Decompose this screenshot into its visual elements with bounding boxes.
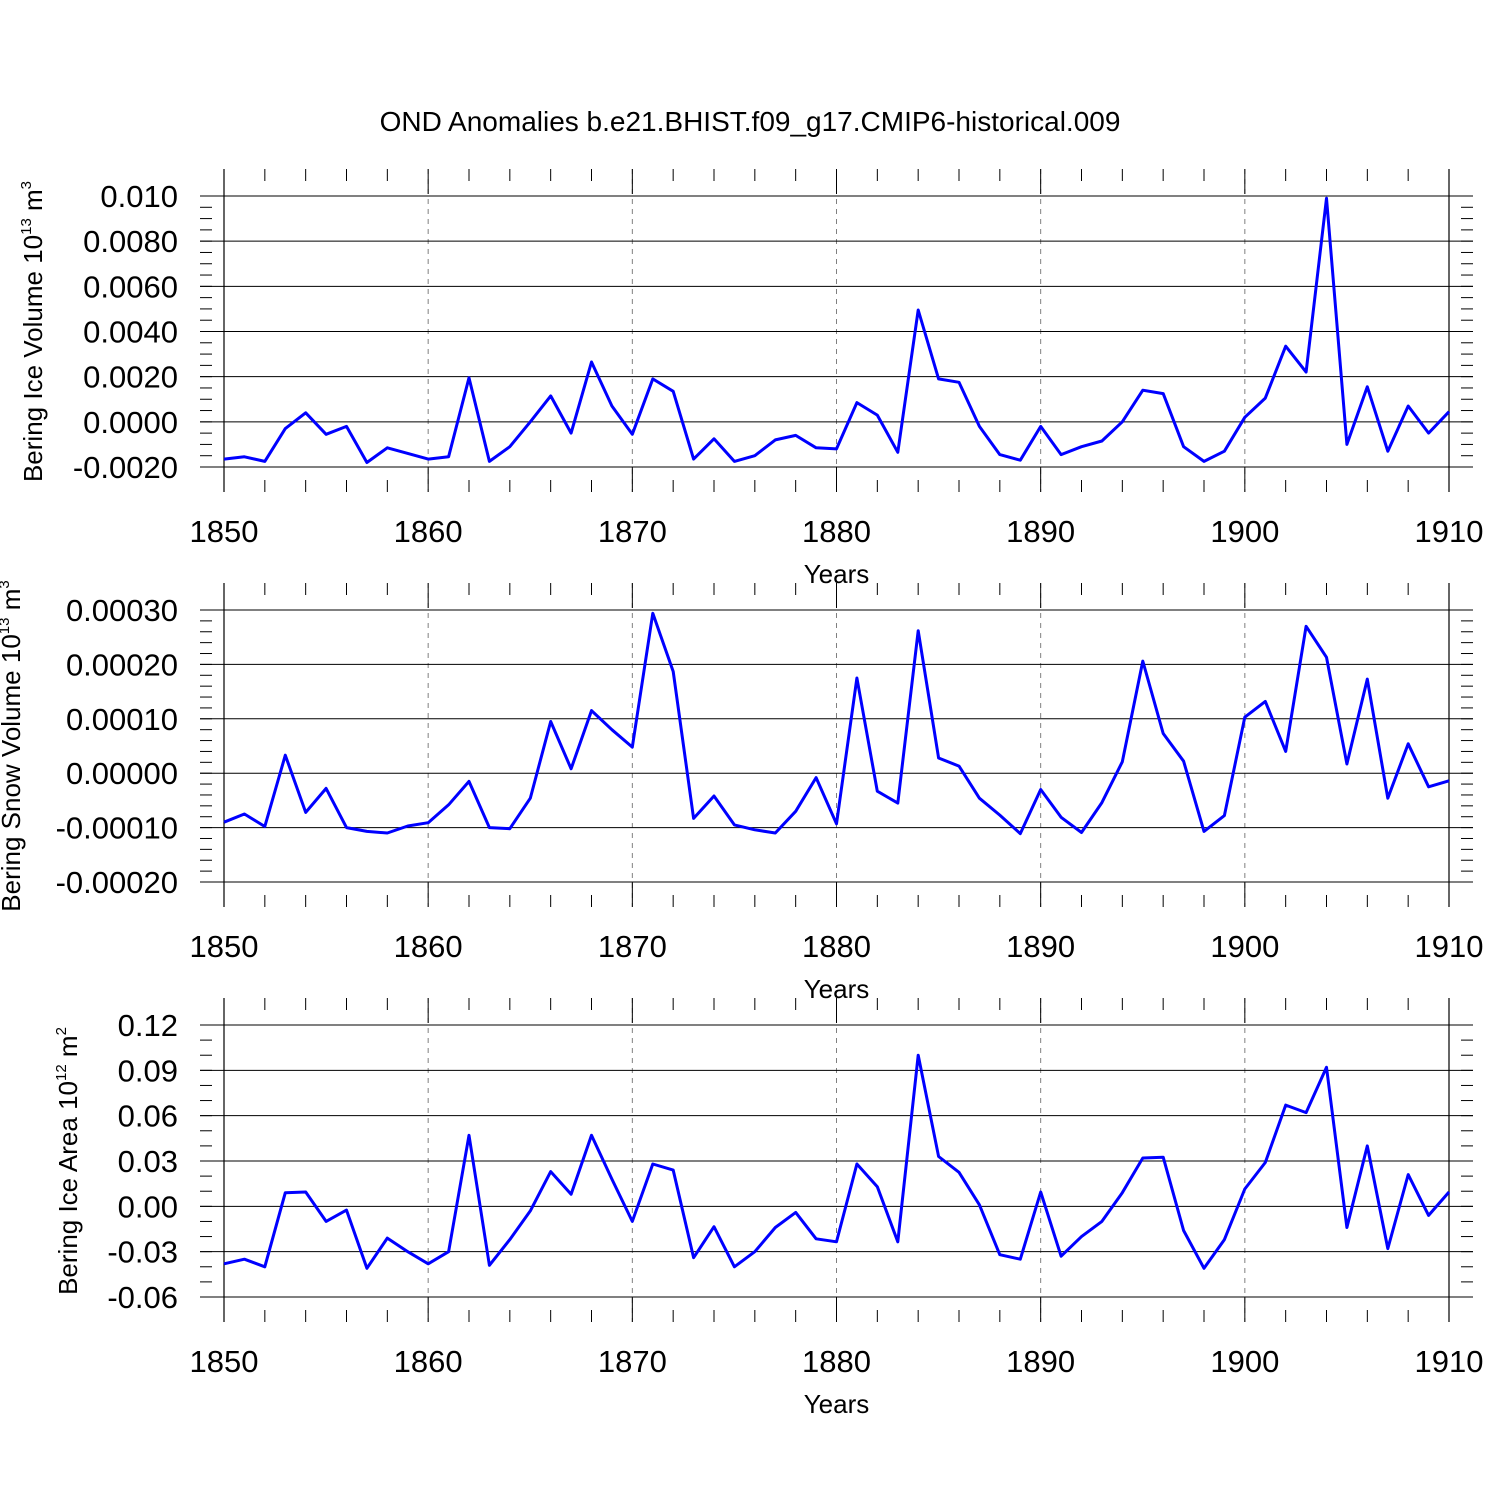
x-tick-label: 1860 [394, 1344, 463, 1379]
x-tick-label: 1910 [1415, 1344, 1484, 1379]
x-tick-label: 1910 [1415, 929, 1484, 964]
y-axis-label: Bering Ice Area 1012 m2 [53, 1027, 83, 1295]
chart-title: OND Anomalies b.e21.BHIST.f09_g17.CMIP6-… [380, 106, 1121, 137]
y-tick-label: -0.0020 [73, 450, 178, 485]
y-tick-label: 0.00020 [66, 647, 178, 682]
y-axis-label-unit-exponent: 2 [53, 1027, 70, 1035]
y-axis-label-exponent: 13 [18, 218, 35, 235]
y-axis-label-text: Bering Ice Area 10 [53, 1081, 83, 1295]
x-tick-label: 1910 [1415, 514, 1484, 549]
x-axis-label: Years [804, 1389, 870, 1419]
x-tick-label: 1890 [1006, 514, 1075, 549]
x-tick-label: 1890 [1006, 929, 1075, 964]
panel-ice-volume: -0.0020 0.0000 0.0020 0.0040 0.0060 0.0080 0.0… [18, 169, 1483, 589]
x-tick-label: 1900 [1210, 514, 1279, 549]
y-tick-label: 0.00000 [66, 756, 178, 791]
y-tick-label: 0.00 [118, 1189, 178, 1224]
y-tick-label: 0.0040 [83, 315, 178, 350]
x-tick-label: 1870 [598, 514, 667, 549]
y-tick-label: 0.010 [100, 179, 178, 214]
x-tick-label: 1850 [190, 929, 259, 964]
y-tick-label: 0.00030 [66, 593, 178, 628]
y-axis-label-unit-exponent: 3 [0, 580, 13, 588]
y-axis-label: Bering Snow Volume 1013 m3 [0, 580, 26, 911]
x-tick-label: 1890 [1006, 1344, 1075, 1379]
x-tick-label: 1900 [1210, 929, 1279, 964]
y-axis-label: Bering Ice Volume 1013 m3 [18, 181, 48, 482]
x-tick-label: 1850 [190, 514, 259, 549]
y-tick-label: 0.09 [118, 1053, 178, 1088]
x-tick-label: 1860 [394, 514, 463, 549]
y-tick-label: 0.06 [118, 1099, 178, 1134]
y-tick-label: 0.03 [118, 1144, 178, 1179]
x-tick-label: 1850 [190, 1344, 259, 1379]
y-tick-label: 0.0020 [83, 360, 178, 395]
x-tick-label: 1880 [802, 514, 871, 549]
x-tick-label: 1860 [394, 929, 463, 964]
panel-snow-volume: -0.00020 -0.00010 0.00000 0.00010 0.00020 0.0… [0, 580, 1483, 1004]
y-tick-label: -0.06 [107, 1280, 178, 1315]
x-tick-label: 1870 [598, 1344, 667, 1379]
y-axis-label-unit: m [0, 589, 26, 618]
y-axis-label-unit: m [53, 1035, 83, 1064]
y-axis-label-text: Bering Snow Volume 10 [0, 634, 26, 912]
y-tick-label: -0.00020 [56, 865, 178, 900]
y-axis-label-exponent: 12 [53, 1064, 70, 1081]
series-line [223, 196, 1451, 464]
panel-ice-area: -0.06 -0.03 0.00 0.03 0.06 0.09 0.12 1850 1860 18… [53, 998, 1483, 1419]
y-tick-label: -0.00010 [56, 811, 178, 846]
y-axis-label-unit: m [18, 189, 48, 218]
x-tick-label: 1870 [598, 929, 667, 964]
series-line [223, 611, 1450, 836]
y-tick-label: 0.00010 [66, 702, 178, 737]
y-tick-label: 0.12 [118, 1008, 178, 1043]
y-axis-label-exponent: 13 [0, 618, 13, 635]
x-tick-label: 1880 [802, 929, 871, 964]
y-tick-label: -0.03 [107, 1235, 178, 1270]
y-tick-label: 0.0080 [83, 224, 178, 259]
panels: -0.0020 0.0000 0.0020 0.0040 0.0060 0.0080 0.0… [0, 169, 1483, 1419]
x-tick-label: 1880 [802, 1344, 871, 1379]
y-tick-label: 0.0000 [83, 405, 178, 440]
y-tick-label: 0.0060 [83, 269, 178, 304]
series-line [223, 1053, 1451, 1270]
x-tick-label: 1900 [1210, 1344, 1279, 1379]
y-axis-label-text: Bering Ice Volume 10 [18, 235, 48, 482]
y-axis-label-unit-exponent: 3 [18, 181, 35, 189]
